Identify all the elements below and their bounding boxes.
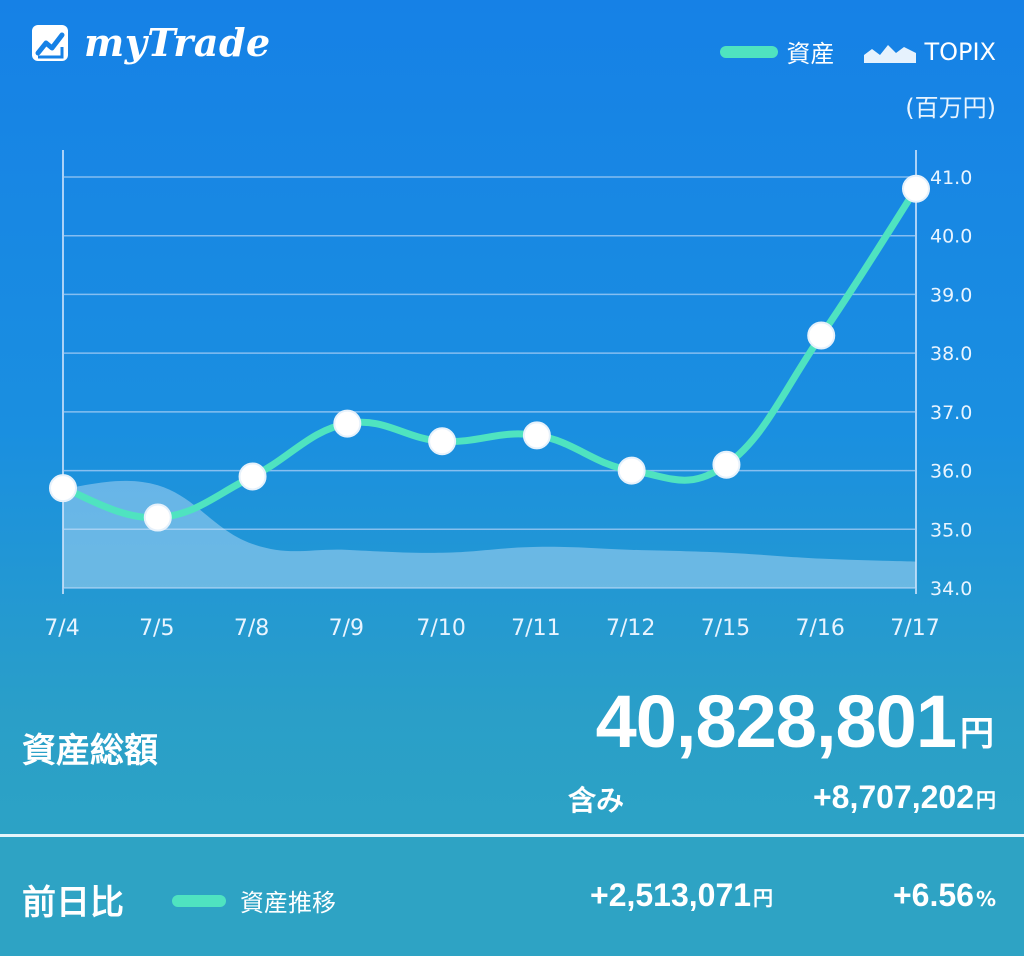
x-tick-label: 7/17	[890, 616, 939, 641]
legend-item-topix[interactable]: TOPIX	[864, 38, 996, 66]
asset-line	[59, 185, 920, 522]
legend-asset-label: 資産	[786, 40, 835, 68]
asset-data-point[interactable]	[428, 427, 457, 456]
y-tick-label: 34.0	[930, 578, 972, 600]
legend-topix-label: TOPIX	[924, 37, 996, 66]
unrealized-amount: +8,707,202 円	[813, 779, 996, 816]
asset-trend-legend[interactable]: 資産推移	[172, 883, 336, 918]
unrealized-label: 含み	[568, 784, 625, 817]
asset-data-point[interactable]	[333, 409, 362, 438]
y-tick-label: 41.0	[930, 167, 972, 189]
total-assets-yen: 円	[960, 714, 994, 754]
app-logo: myTrade	[30, 20, 271, 65]
asset-trend-label: 資産推移	[240, 889, 336, 917]
chart-legend: 資産 TOPIX	[690, 34, 996, 69]
x-tick-label: 7/11	[511, 616, 560, 641]
total-assets-label: 資産総額	[22, 731, 158, 771]
y-tick-label: 35.0	[930, 519, 972, 541]
daily-change-pct-symbol: %	[975, 887, 996, 911]
asset-trend-line-icon	[172, 894, 226, 907]
daily-change-pct-value: +6.56	[892, 877, 974, 913]
asset-data-point[interactable]	[902, 174, 930, 203]
mytrade-logo-icon	[32, 24, 68, 61]
x-tick-label: 7/5	[139, 616, 174, 641]
legend-item-asset[interactable]: 資産	[720, 34, 834, 69]
y-tick-label: 40.0	[930, 226, 972, 248]
asset-chart[interactable]: 41.0 40.0 39.0 38.0 37.0 36.0 35.0 34.0 7/4 7/5 7/…	[0, 140, 1024, 650]
asset-data-point[interactable]	[712, 450, 741, 479]
asset-data-point[interactable]	[617, 456, 646, 485]
daily-change-percent: +6.56 %	[893, 877, 996, 914]
asset-data-point[interactable]	[807, 321, 836, 350]
x-tick-label: 7/12	[606, 616, 655, 641]
daily-change-label: 前日比	[22, 883, 124, 923]
y-tick-label: 39.0	[930, 284, 972, 306]
total-assets-value: 40,828,801	[595, 680, 957, 763]
asset-summary: 資産総額 40,828,801 円 含み +8,707,202 円	[0, 665, 1024, 835]
app-name: myTrade	[84, 20, 271, 65]
header: myTrade 資産 TOPIX (百万円)	[0, 0, 1024, 130]
x-tick-label: 7/9	[329, 616, 364, 641]
asset-data-point[interactable]	[143, 503, 172, 532]
daily-change-bar: 前日比 資産推移 +2,513,071 円 +6.56 %	[0, 837, 1024, 956]
topix-area	[63, 480, 916, 588]
asset-data-point[interactable]	[522, 421, 551, 450]
topix-area-swatch-icon	[864, 44, 917, 63]
daily-change-value: +2,513,071	[590, 877, 752, 913]
y-tick-label: 37.0	[930, 402, 972, 424]
section-divider	[0, 834, 1024, 837]
y-tick-label: 38.0	[930, 343, 972, 365]
y-tick-label: 36.0	[930, 461, 972, 483]
x-tick-label: 7/8	[234, 616, 269, 641]
unrealized-row: 含み +8,707,202 円	[0, 779, 1024, 819]
asset-line-swatch-icon	[720, 45, 779, 58]
daily-change-amount: +2,513,071 円	[590, 877, 773, 914]
x-tick-label: 7/10	[416, 616, 465, 641]
x-tick-label: 7/16	[796, 616, 845, 641]
unrealized-value: +8,707,202	[812, 779, 974, 815]
asset-data-point[interactable]	[49, 474, 77, 503]
x-tick-label: 7/15	[701, 616, 750, 641]
total-assets-amount: 40,828,801 円	[596, 685, 994, 759]
x-tick-label: 7/4	[44, 616, 79, 641]
asset-data-point[interactable]	[238, 462, 267, 491]
unrealized-yen: 円	[976, 788, 996, 812]
daily-change-yen: 円	[753, 886, 774, 910]
chart-unit-label: (百万円)	[905, 94, 996, 122]
